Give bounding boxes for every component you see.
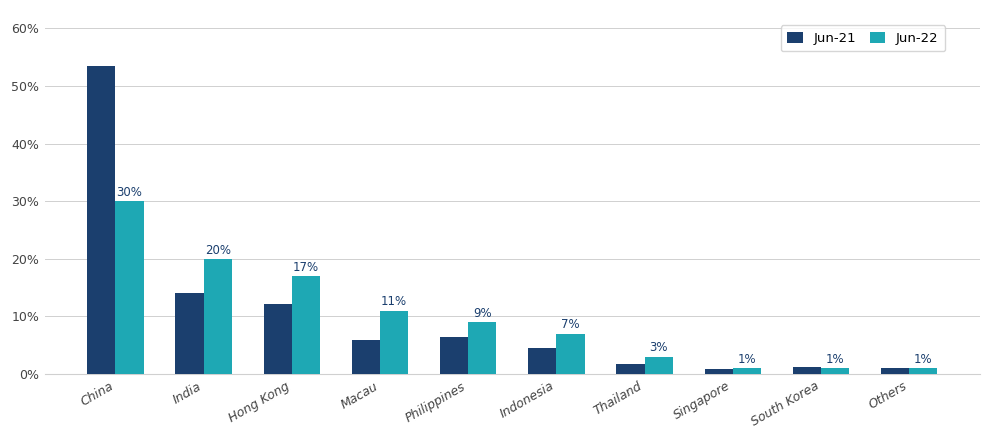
Bar: [528, 348, 556, 374]
Bar: [380, 311, 408, 374]
Bar: [644, 357, 673, 374]
Text: 11%: 11%: [381, 295, 407, 308]
Text: 3%: 3%: [649, 341, 668, 355]
Bar: [352, 340, 380, 374]
Bar: [440, 337, 468, 374]
Bar: [115, 201, 144, 374]
Text: 1%: 1%: [914, 353, 933, 366]
Bar: [175, 293, 203, 374]
Text: 7%: 7%: [561, 319, 580, 331]
Bar: [556, 334, 585, 374]
Bar: [203, 259, 232, 374]
Text: 1%: 1%: [826, 353, 844, 366]
Bar: [87, 66, 115, 374]
Bar: [793, 367, 821, 374]
Bar: [616, 364, 644, 374]
Bar: [264, 304, 291, 374]
Bar: [881, 368, 909, 374]
Text: 17%: 17%: [292, 261, 319, 274]
Bar: [909, 368, 937, 374]
Text: 9%: 9%: [473, 307, 492, 320]
Bar: [291, 276, 320, 374]
Text: 30%: 30%: [117, 186, 143, 199]
Legend: Jun-21, Jun-22: Jun-21, Jun-22: [781, 25, 945, 51]
Bar: [468, 322, 496, 374]
Text: 1%: 1%: [737, 353, 756, 366]
Bar: [732, 368, 761, 374]
Bar: [821, 368, 849, 374]
Bar: [705, 370, 732, 374]
Text: 20%: 20%: [205, 244, 231, 257]
